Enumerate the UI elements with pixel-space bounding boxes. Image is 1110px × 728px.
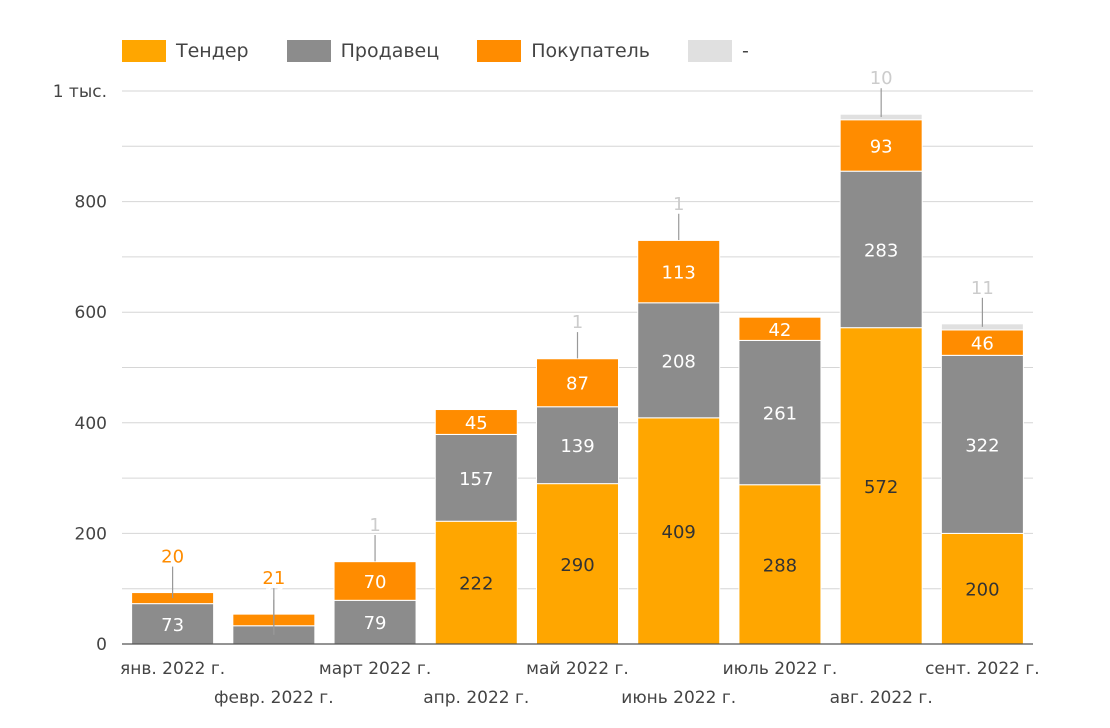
x-tick-label: март 2022 г. bbox=[319, 659, 431, 679]
y-tick-label: 600 bbox=[75, 303, 107, 323]
bar-segment bbox=[434, 409, 518, 435]
x-tick-label: сент. 2022 г. bbox=[925, 659, 1040, 679]
legend-item-seller[interactable]: Продавец bbox=[286, 40, 440, 62]
data-label: 87 bbox=[566, 374, 589, 395]
bar-segment bbox=[738, 316, 822, 341]
data-label: 10 bbox=[870, 68, 893, 89]
data-label: 42 bbox=[768, 320, 791, 341]
y-tick-label: 800 bbox=[75, 193, 107, 213]
bars-layer bbox=[131, 113, 1024, 645]
legend-item-dash[interactable]: - bbox=[687, 40, 749, 62]
data-label: 222 bbox=[459, 574, 493, 595]
legend-label-tender: Тендер bbox=[176, 40, 249, 62]
bar-segment bbox=[839, 327, 923, 645]
x-tick-label: июнь 2022 г. bbox=[621, 688, 736, 708]
x-tick-label: авг. 2022 г. bbox=[830, 688, 933, 708]
data-label: 208 bbox=[662, 351, 696, 372]
data-label: 20 bbox=[161, 547, 184, 568]
legend-swatch-seller bbox=[286, 40, 331, 62]
axis-layer: 0 200 400 600 800 1 тыс. янв. 2022 г. февр. 202… bbox=[53, 82, 1040, 708]
bar-segment bbox=[536, 358, 619, 408]
x-tick-label: янв. 2022 г. bbox=[120, 659, 225, 679]
bar-segment bbox=[637, 302, 721, 419]
x-tick-label: июль 2022 г. bbox=[723, 659, 838, 679]
legend-swatch-tender bbox=[122, 40, 166, 62]
data-label: 290 bbox=[560, 555, 594, 576]
legend-item-tender[interactable]: Тендер bbox=[122, 40, 249, 62]
data-label: 261 bbox=[763, 404, 797, 425]
data-label: 113 bbox=[662, 263, 696, 284]
bar-segment bbox=[940, 329, 1024, 356]
bar-segment bbox=[738, 484, 822, 645]
data-label: 572 bbox=[864, 477, 898, 498]
x-tick-label: февр. 2022 г. bbox=[214, 688, 334, 708]
bar-segment bbox=[738, 339, 822, 486]
y-tick-label: 200 bbox=[75, 524, 107, 544]
data-label: 322 bbox=[965, 435, 999, 456]
data-label: 45 bbox=[465, 413, 488, 434]
legend: Тендер Продавец Покупатель - bbox=[122, 40, 787, 62]
legend-label-buyer: Покупатель bbox=[531, 40, 650, 62]
data-label: 1 bbox=[572, 312, 583, 333]
data-label: 157 bbox=[459, 469, 493, 490]
data-label: 1 bbox=[673, 194, 684, 215]
data-label: 409 bbox=[662, 522, 696, 543]
y-tick-label: 1 тыс. bbox=[53, 82, 107, 102]
data-label: 139 bbox=[560, 436, 594, 457]
bar-segment bbox=[940, 354, 1024, 534]
data-label: 46 bbox=[971, 334, 994, 355]
data-label: 200 bbox=[965, 580, 999, 601]
x-tick-label: май 2022 г. bbox=[526, 659, 629, 679]
data-label: 79 bbox=[364, 613, 387, 634]
bar-segment bbox=[637, 239, 721, 304]
bar-segment bbox=[434, 433, 518, 522]
data-label: 93 bbox=[870, 136, 893, 157]
data-label: 1 bbox=[369, 515, 380, 536]
data-label: 21 bbox=[262, 568, 285, 589]
labels-layer: 7320332179701222157452901398714092081131… bbox=[161, 68, 999, 636]
bar-segment bbox=[839, 170, 923, 329]
x-tick-label: апр. 2022 г. bbox=[423, 688, 529, 708]
legend-swatch-dash bbox=[687, 40, 732, 62]
data-label: 283 bbox=[864, 240, 898, 261]
y-tick-label: 0 bbox=[96, 635, 107, 655]
data-label: 70 bbox=[364, 572, 387, 593]
data-label: 11 bbox=[971, 278, 994, 299]
bar-segment bbox=[940, 532, 1024, 645]
legend-label-seller: Продавец bbox=[340, 40, 440, 62]
legend-label-dash: - bbox=[741, 40, 749, 62]
y-tick-label: 400 bbox=[75, 414, 107, 434]
legend-item-buyer[interactable]: Покупатель bbox=[477, 40, 650, 62]
data-label: 73 bbox=[161, 615, 184, 636]
data-label: 288 bbox=[763, 555, 797, 576]
legend-swatch-buyer bbox=[477, 40, 522, 62]
